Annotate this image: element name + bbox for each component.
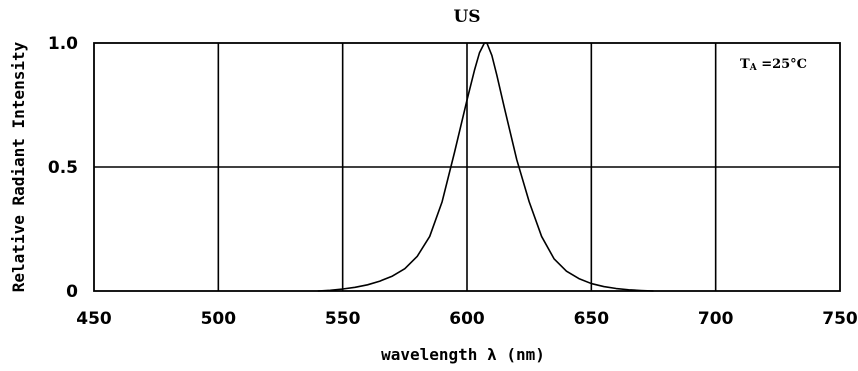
plot-frame <box>93 42 841 292</box>
chart-title: US <box>453 7 480 27</box>
grid <box>94 43 840 291</box>
y-tick-label: 0.5 <box>48 158 78 178</box>
x-axis-label: wavelength λ (nm) <box>381 345 545 364</box>
x-tick-label: 600 <box>449 309 485 329</box>
y-tick-label: 1.0 <box>48 34 78 54</box>
x-tick-labels: 450 500 550 600 650 700 750 <box>76 309 858 329</box>
y-tick-labels: 0 0.5 1.0 <box>48 34 78 302</box>
x-tick-label: 700 <box>698 309 734 329</box>
x-tick-label: 750 <box>822 309 858 329</box>
temperature-annotation: TA =25°C <box>740 57 807 73</box>
annotation-main: T <box>740 57 750 72</box>
x-tick-label: 550 <box>325 309 361 329</box>
x-tick-label: 450 <box>76 309 112 329</box>
y-tick-label: 0 <box>66 282 78 302</box>
annotation-rest: =25°C <box>757 57 807 72</box>
x-tick-label: 500 <box>201 309 237 329</box>
annotation-sub: A <box>749 63 758 73</box>
x-tick-label: 650 <box>574 309 610 329</box>
y-axis-label: Relative Radiant Intensity <box>9 41 28 292</box>
